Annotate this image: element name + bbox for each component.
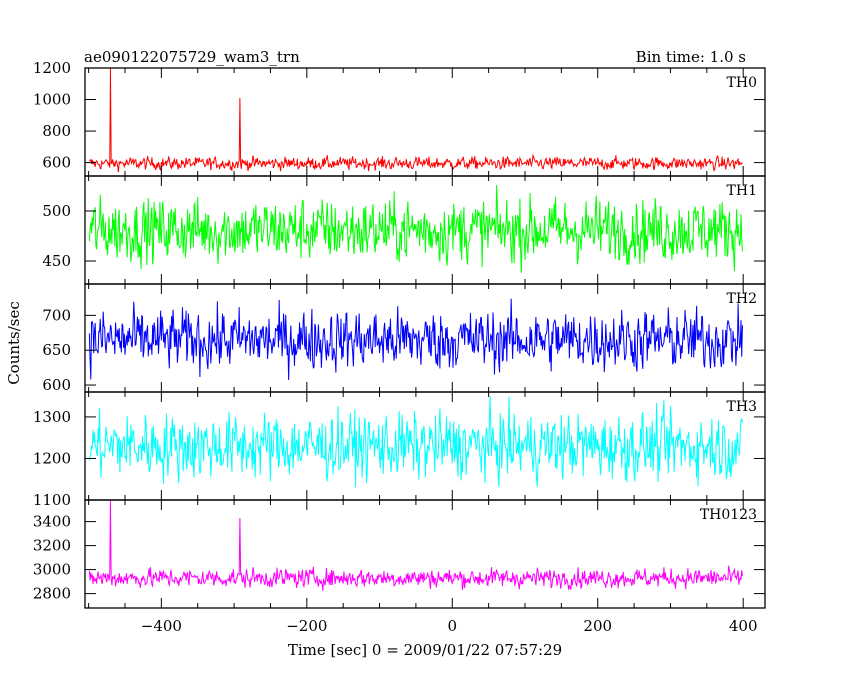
series-line-th1	[88, 185, 743, 273]
y-tick-label: 500	[42, 202, 71, 220]
panel-label: TH1	[727, 183, 757, 199]
panel-frame	[84, 283, 766, 393]
series-line-th0	[89, 68, 743, 173]
y-tick-label: 600	[42, 154, 71, 172]
x-tick-label: 0	[447, 617, 457, 635]
panel-label: TH0123	[700, 507, 757, 523]
panel-th1: 450 500 TH1	[42, 175, 766, 285]
panel-frame	[84, 67, 766, 177]
y-tick-label: 1300	[33, 408, 71, 426]
panel-th0123: 2800 3000 3200 3400 TH0123	[33, 499, 766, 609]
y-tick-label: 1000	[33, 91, 71, 109]
y-tick-label: 2800	[33, 585, 71, 603]
panel-label: TH3	[727, 399, 757, 415]
x-tick-label: 400	[729, 617, 758, 635]
y-tick-label: 600	[42, 376, 71, 394]
panel-th0: 600 800 1000 1200 TH0	[33, 59, 766, 177]
y-tick-label: 450	[42, 252, 71, 270]
y-axis-label: Counts/sec	[5, 301, 23, 385]
y-tick-label: 1100	[33, 491, 71, 509]
x-tick-label: 200	[583, 617, 612, 635]
y-tick-label: 800	[42, 122, 71, 140]
y-tick-label: 650	[42, 341, 71, 359]
y-tick-label: 3000	[33, 561, 71, 579]
panel-label: TH0	[727, 75, 757, 91]
panel-th3: 1100 1200 1300 TH3	[33, 391, 766, 509]
chart-title: ae090122075729_wam3_trn	[84, 48, 300, 66]
y-tick-label: 3200	[33, 537, 71, 555]
panel-label: TH2	[727, 291, 757, 307]
series-line-th3	[88, 396, 743, 488]
x-axis-label: Time [sec] 0 = 2009/01/22 07:57:29	[288, 641, 562, 659]
x-tick-label: −200	[286, 617, 327, 635]
panel-th2: 600 650 700 TH2	[42, 283, 766, 394]
series-line-th2	[88, 298, 743, 381]
y-tick-label: 1200	[33, 59, 71, 77]
y-tick-label: 700	[42, 306, 71, 324]
series-line-th0123	[88, 500, 743, 591]
x-tick-label: −400	[141, 617, 182, 635]
panels-group: 600 800 1000 1200 TH0 450 500 TH1 600 650 700 TH2 11…	[33, 59, 766, 635]
y-tick-label: 3400	[33, 513, 71, 531]
panel-frame	[84, 499, 766, 609]
bin-time-label: Bin time: 1.0 s	[636, 48, 746, 66]
y-tick-label: 1200	[33, 449, 71, 467]
